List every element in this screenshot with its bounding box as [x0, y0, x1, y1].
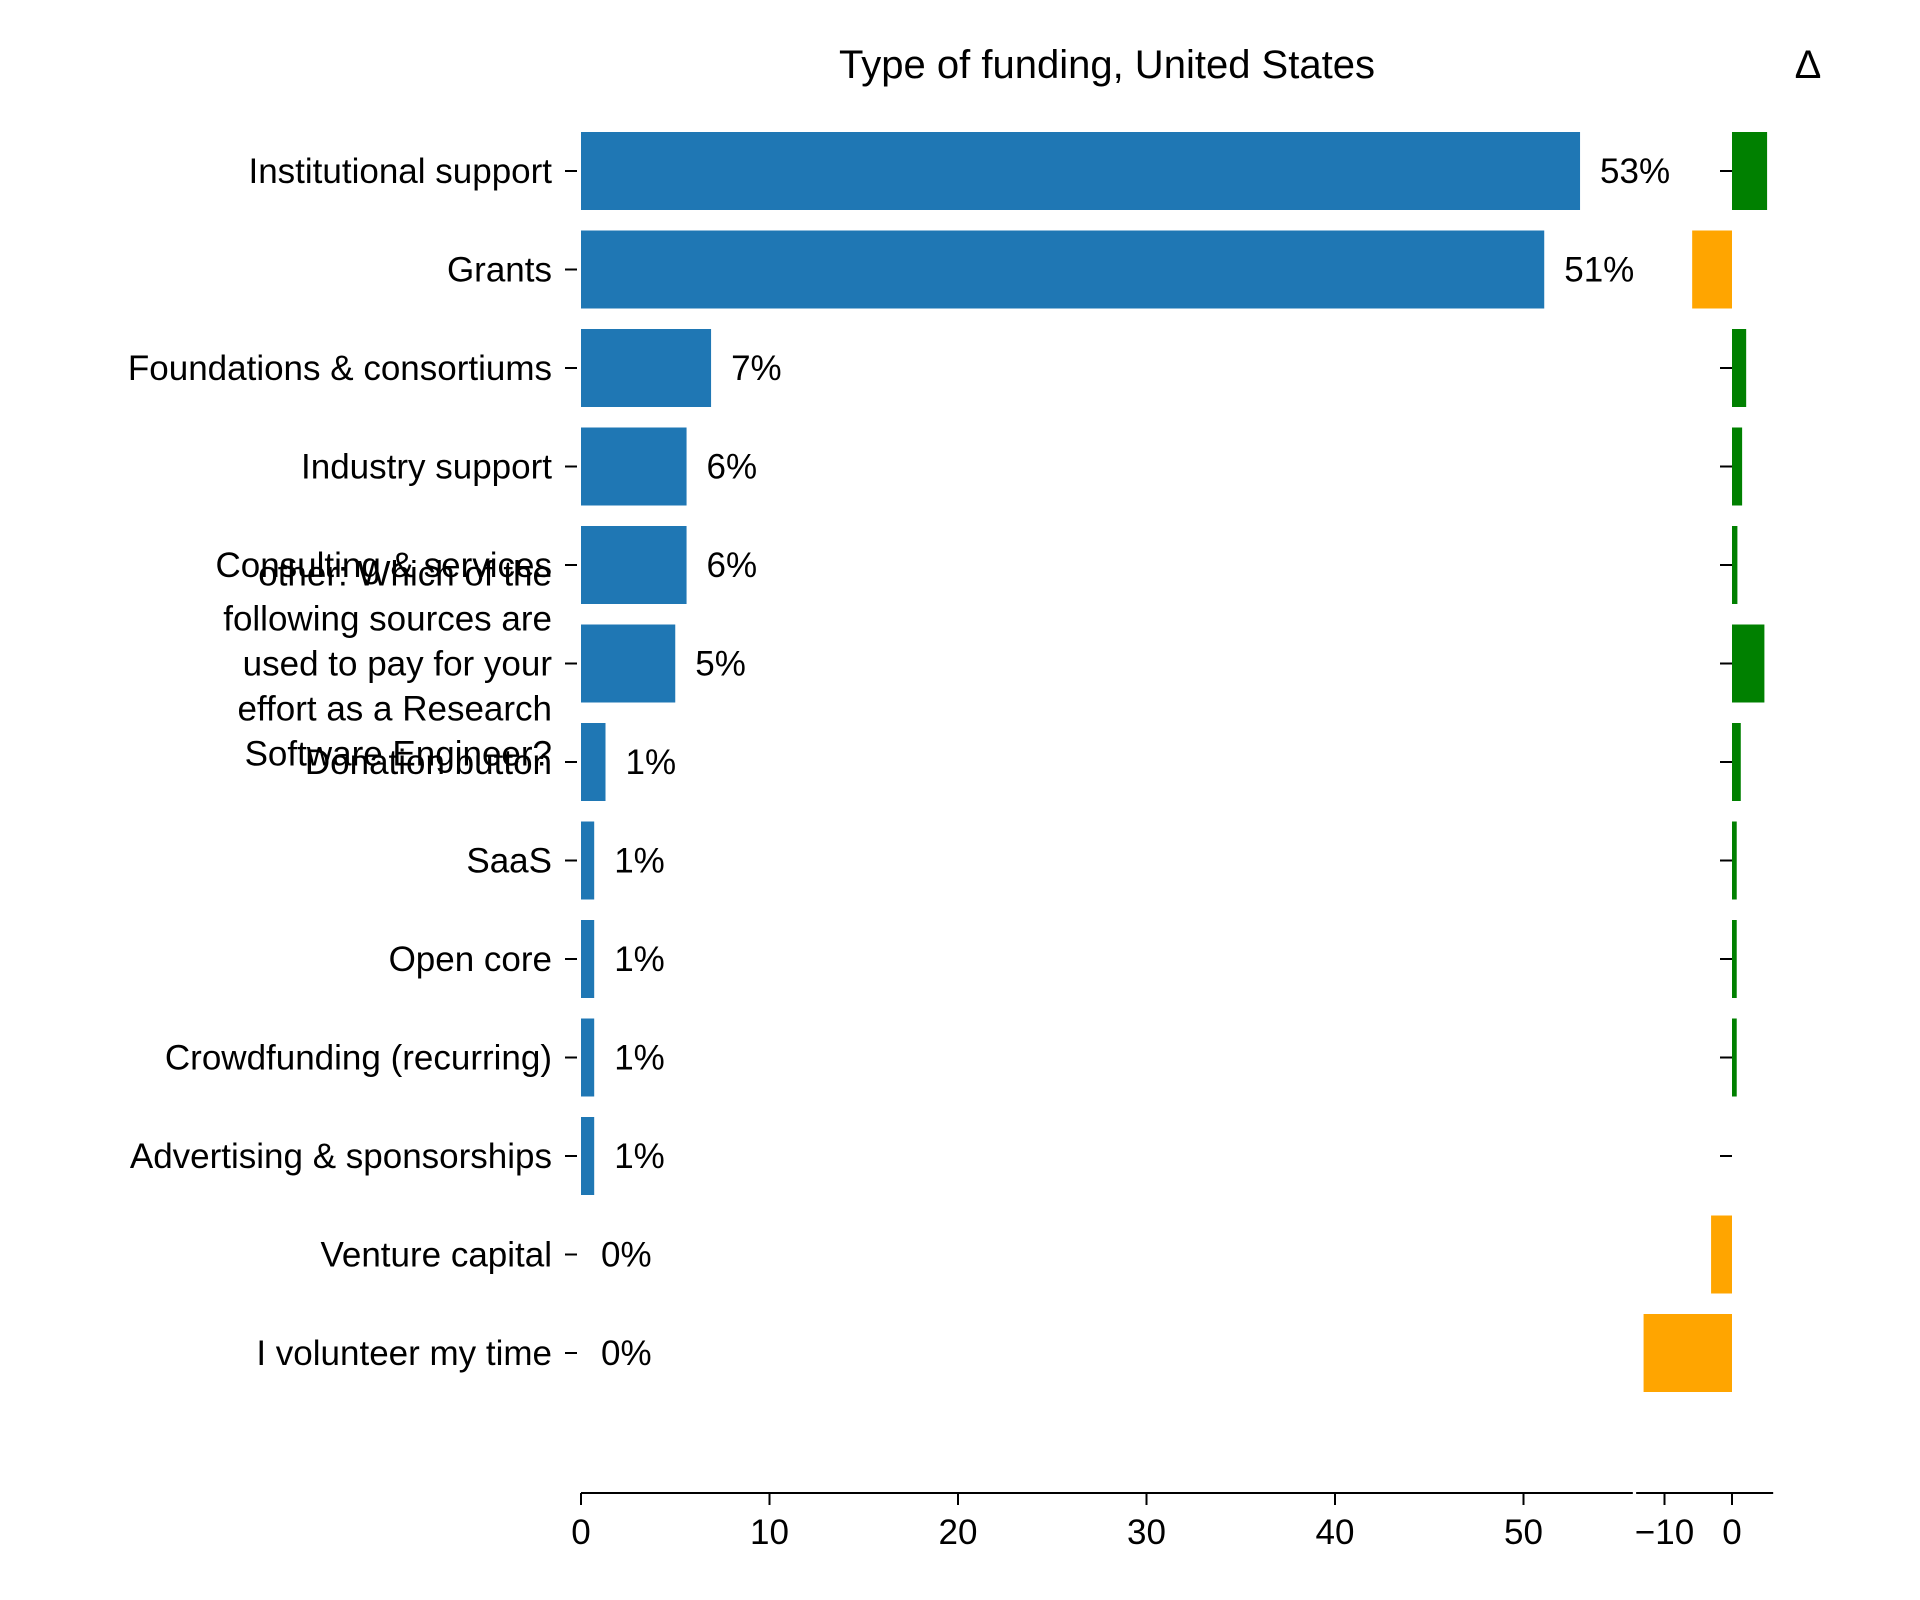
x-tick-label: 10	[750, 1513, 789, 1552]
value-label: 1%	[614, 842, 665, 881]
bar	[581, 427, 687, 506]
category-label: Open core	[389, 940, 552, 979]
delta-bar	[1711, 1215, 1732, 1294]
bar	[581, 920, 595, 998]
delta-x-tick-label: −10	[1635, 1513, 1694, 1552]
delta-bar	[1732, 821, 1737, 900]
x-tick-label: 30	[1127, 1513, 1166, 1552]
delta-bar	[1732, 132, 1768, 210]
value-label: 1%	[626, 743, 677, 782]
delta-x-tick-label: 0	[1722, 1513, 1741, 1552]
delta-chart-title: Δ	[1795, 43, 1822, 87]
value-label: 1%	[614, 1039, 665, 1078]
delta-plot-area: −10 0	[1635, 132, 1774, 1552]
delta-bar	[1732, 1018, 1737, 1097]
category-label: Grants	[447, 251, 552, 290]
value-label: 0%	[601, 1334, 652, 1373]
main-plot-area: Institutional support Grants Foundations &…	[128, 132, 1670, 1552]
bar	[581, 1117, 595, 1195]
bar	[581, 723, 606, 801]
delta-bar	[1732, 723, 1741, 801]
value-label: 0%	[601, 1236, 652, 1275]
value-label: 1%	[614, 1137, 665, 1176]
x-tick-label: 40	[1316, 1513, 1355, 1552]
category-label: other: Which of the following sources are…	[223, 555, 552, 774]
delta-bar	[1732, 526, 1738, 604]
category-label: Industry support	[301, 448, 552, 487]
bar	[581, 132, 1581, 210]
category-label: Institutional support	[248, 152, 552, 191]
value-label: 6%	[707, 546, 758, 585]
bar	[581, 821, 595, 900]
category-label: Donation button	[305, 743, 552, 782]
category-label: Advertising & sponsorships	[130, 1137, 552, 1176]
category-label: Consulting & services	[215, 546, 552, 585]
delta-bar	[1732, 329, 1747, 407]
bar	[581, 329, 712, 407]
delta-bar	[1643, 1314, 1732, 1392]
category-label: Crowdfunding (recurring)	[165, 1039, 552, 1078]
bar	[581, 624, 676, 703]
x-tick-label: 50	[1504, 1513, 1543, 1552]
category-label: Foundations & consortiums	[128, 349, 552, 388]
delta-bar	[1732, 427, 1743, 506]
value-label: 53%	[1600, 152, 1670, 191]
bar	[581, 230, 1545, 309]
category-label: SaaS	[466, 842, 552, 881]
value-label: 1%	[614, 940, 665, 979]
delta-bar	[1732, 624, 1765, 703]
delta-bar	[1732, 920, 1737, 998]
x-tick-label: 20	[939, 1513, 978, 1552]
value-label: 7%	[731, 349, 782, 388]
value-label: 51%	[1564, 251, 1634, 290]
value-label: 6%	[707, 448, 758, 487]
x-tick-label: 0	[571, 1513, 590, 1552]
category-label: I volunteer my time	[256, 1334, 552, 1373]
bar	[581, 526, 687, 604]
value-label: 5%	[695, 645, 746, 684]
bar	[581, 1018, 595, 1097]
category-label: Venture capital	[320, 1236, 552, 1275]
main-chart-title: Type of funding, United States	[839, 43, 1375, 87]
delta-bar	[1692, 230, 1732, 309]
